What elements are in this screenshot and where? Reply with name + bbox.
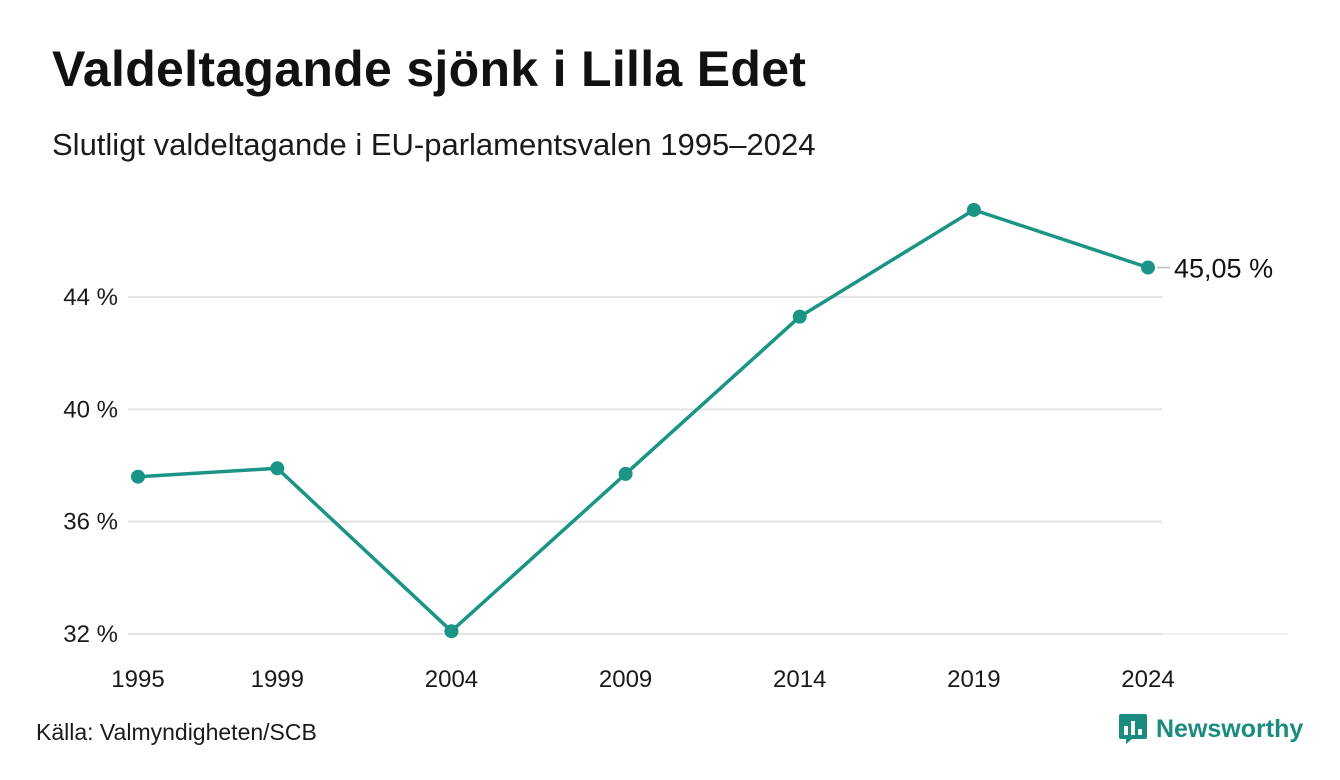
source-note: Källa: Valmyndigheten/SCB [36, 719, 317, 745]
x-tick-label: 2024 [1121, 666, 1174, 693]
x-tick-label: 2019 [947, 666, 1000, 693]
data-point-2014 [792, 309, 807, 324]
y-tick-label: 40 % [63, 396, 118, 423]
brand-logo: Newsworthy [1118, 712, 1303, 746]
series-line [136, 208, 1150, 633]
data-point-2004 [444, 624, 459, 639]
data-point-2024 [1141, 260, 1155, 275]
data-point-2009 [618, 466, 633, 481]
series-turnout [131, 202, 1155, 639]
x-tick-label: 2009 [599, 666, 652, 693]
end-value-label-group: 45,05 % [1157, 254, 1273, 284]
data-point-1995 [131, 469, 145, 484]
grid-lines [128, 296, 1288, 635]
x-axis-tick-labels: 1995 1999 2004 2009 2014 2019 2024 [111, 666, 1174, 693]
x-tick-label: 1999 [251, 666, 304, 693]
x-tick-label: 2014 [773, 666, 826, 693]
y-tick-label: 36 % [63, 509, 118, 536]
data-point-1999 [270, 461, 285, 476]
x-tick-label: 2004 [425, 666, 478, 693]
end-value-label: 45,05 % [1174, 254, 1273, 284]
chart-title: Valdeltagande sjönk i Lilla Edet [52, 41, 807, 97]
brand-name: Newsworthy [1156, 714, 1304, 743]
bar-chart-speech-bubble-icon [1119, 714, 1147, 744]
y-tick-label: 32 % [63, 621, 118, 648]
y-axis-tick-labels: 32 % 36 % 40 % 44 % [63, 284, 118, 648]
chart-subtitle: Slutligt valdeltagande i EU-parlamentsva… [52, 127, 816, 162]
x-tick-label: 1995 [111, 666, 164, 693]
y-tick-label: 44 % [63, 284, 118, 311]
data-point-2019 [966, 202, 981, 217]
